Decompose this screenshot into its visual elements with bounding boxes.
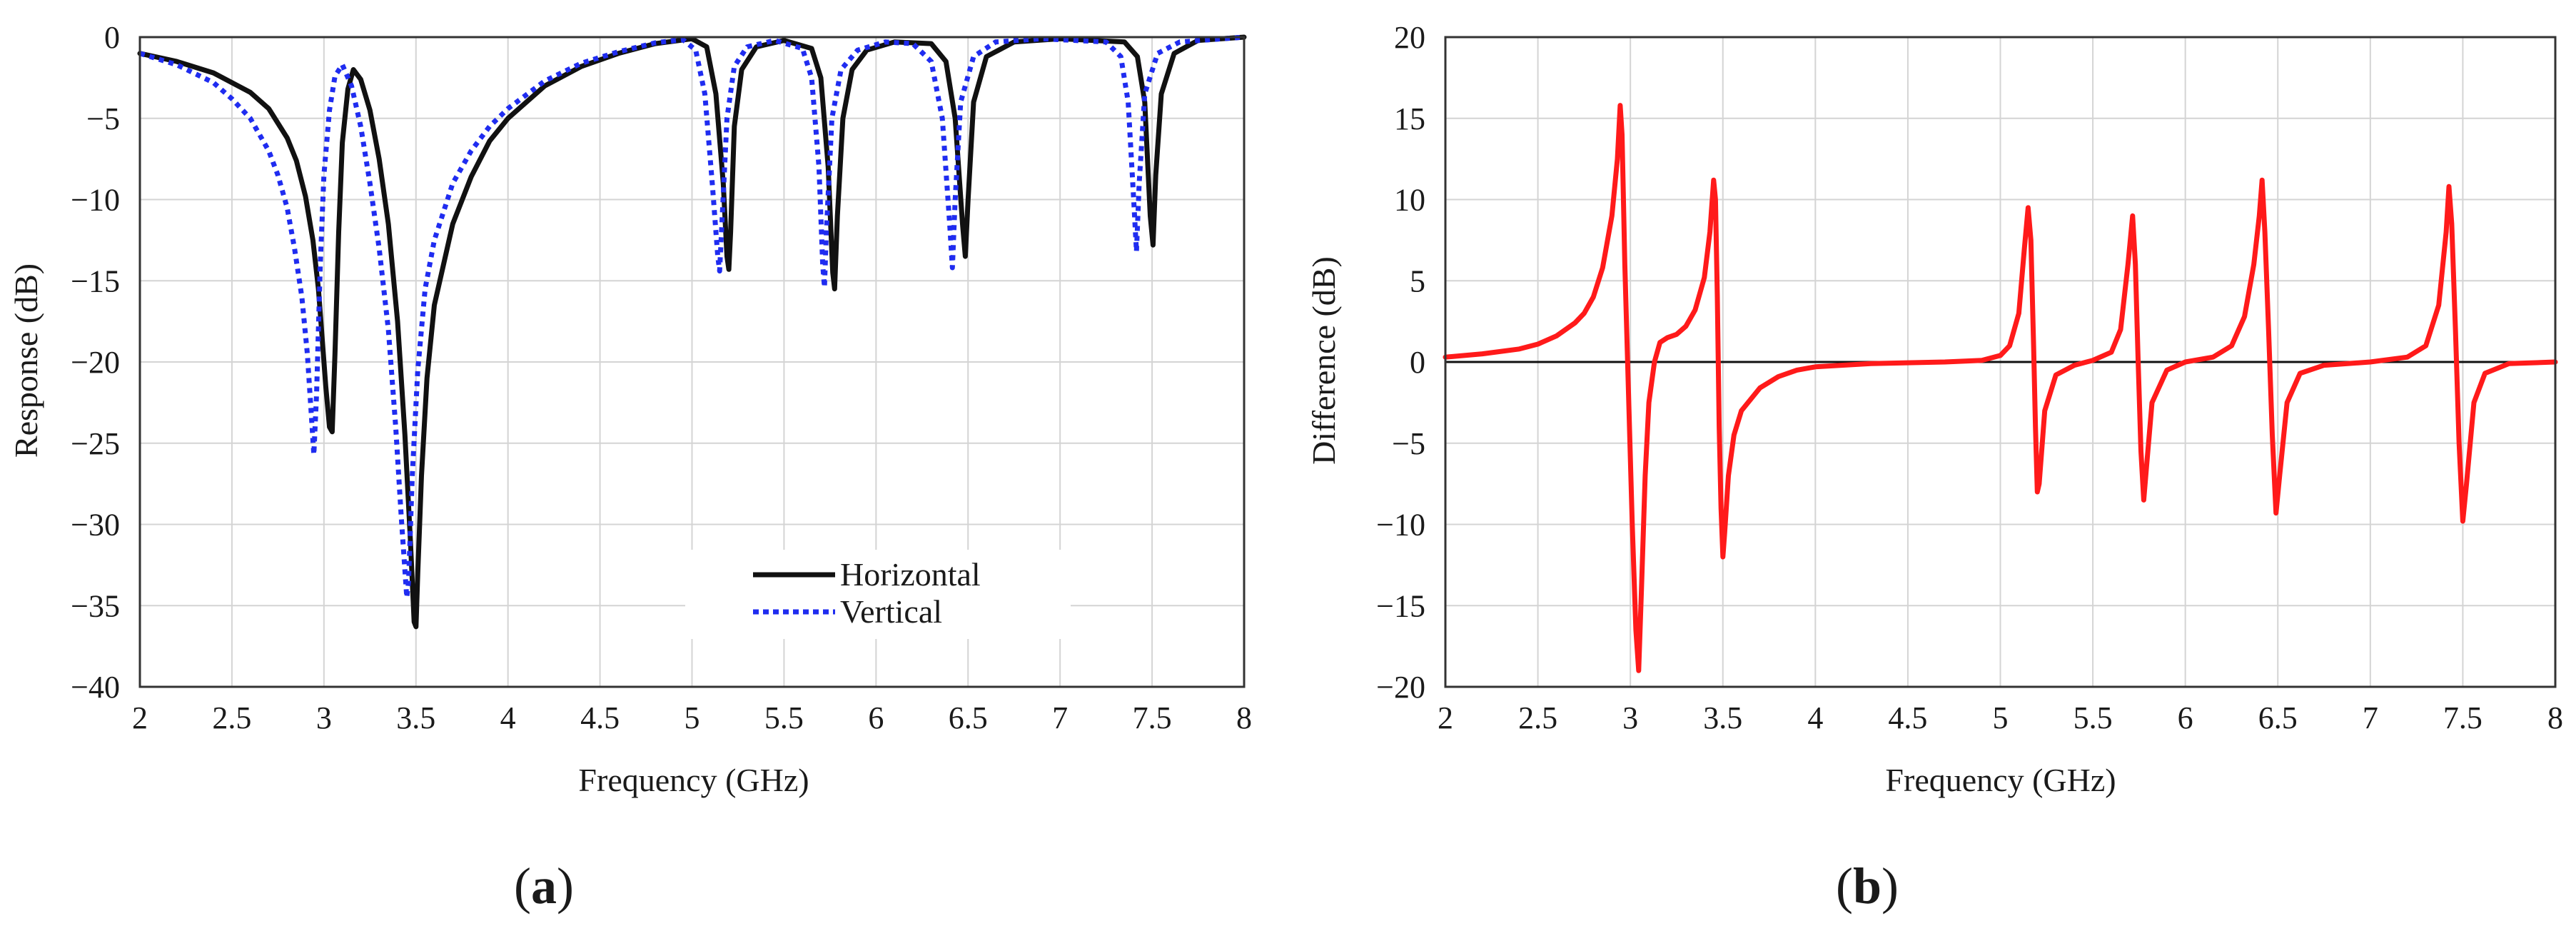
response-x-tick-label: 5.5 [764, 700, 804, 735]
response-chart-ylabel: Response (dB) [8, 263, 44, 458]
response-chart-xlabel: Frequency (GHz) [578, 762, 809, 798]
response-y-tick-label: −40 [71, 670, 120, 705]
difference-chart-ylabel: Difference (dB) [1305, 256, 1342, 465]
response-chart-legend: Horizontal Vertical [685, 550, 1071, 639]
difference-x-tick-label: 2.5 [1518, 700, 1557, 735]
difference-chart-xlabel: Frequency (GHz) [1885, 762, 2116, 798]
response-y-tick-label: −15 [71, 263, 120, 298]
panel-label-b-letter: b [1853, 857, 1882, 915]
response-y-tick-label: −25 [71, 426, 120, 461]
response-x-tick-label: 6 [868, 700, 884, 735]
difference-x-tick-label: 3 [1622, 700, 1638, 735]
difference-y-tick-label: −10 [1376, 508, 1425, 543]
response-x-tick-label: 4.5 [580, 700, 620, 735]
response-series-horizontal [137, 34, 1247, 630]
difference-x-tick-label: 4.5 [1888, 700, 1927, 735]
response-x-tick-label: 7.5 [1133, 700, 1172, 735]
difference-x-tick-label: 2 [1438, 700, 1453, 735]
response-chart-ticks: 2 2.5 3 3.5 4 4.5 5 5.5 6 6.5 7 7.5 8 0 −5 −10 −15 −20 −25… [71, 20, 1252, 735]
response-x-tick-label: 2.5 [212, 700, 251, 735]
panel-label-a-letter: a [531, 857, 557, 915]
difference-chart-ticks: 2 2.5 3 3.5 4 4.5 5 5.5 6 6.5 7 7.5 8 20 15 10 5 0 −5 −10 −1… [1376, 20, 2563, 735]
response-chart: 2 2.5 3 3.5 4 4.5 5 5.5 6 6.5 7 7.5 8 0 −5 −10 −15 −20 −25… [8, 20, 1252, 915]
response-chart-series [137, 34, 1247, 630]
difference-x-tick-label: 7 [2363, 700, 2378, 735]
response-y-tick-label: 0 [104, 20, 120, 55]
difference-y-tick-label: −5 [1392, 426, 1425, 461]
difference-chart: 2 2.5 3 3.5 4 4.5 5 5.5 6 6.5 7 7.5 8 20 15 10 5 0 −5 −10 −1… [1305, 20, 2563, 915]
difference-x-tick-label: 7.5 [2443, 700, 2482, 735]
difference-x-tick-label: 3.5 [1703, 700, 1742, 735]
response-y-tick-label: −10 [71, 183, 120, 218]
response-x-tick-label: 5 [685, 700, 700, 735]
panel-label-a: (a) [514, 857, 574, 915]
difference-y-tick-label: 20 [1394, 20, 1425, 55]
response-y-tick-label: −30 [71, 508, 120, 543]
difference-series-difference [1443, 103, 2558, 673]
difference-y-tick-label: 0 [1410, 345, 1425, 380]
response-x-tick-label: 4 [500, 700, 516, 735]
difference-x-tick-label: 5.5 [2074, 700, 2113, 735]
difference-x-tick-label: 5 [1993, 700, 2009, 735]
difference-x-tick-label: 4 [1807, 700, 1823, 735]
difference-x-tick-label: 6.5 [2258, 700, 2298, 735]
difference-x-tick-label: 6 [2178, 700, 2193, 735]
legend-background [685, 550, 1071, 639]
difference-y-tick-label: −20 [1376, 670, 1425, 705]
difference-y-tick-label: 5 [1410, 263, 1425, 298]
response-y-tick-label: −20 [71, 345, 120, 380]
response-chart-frame [138, 36, 1246, 688]
difference-chart-series [1443, 103, 2558, 673]
response-y-tick-label: −5 [86, 101, 120, 136]
difference-y-tick-label: −15 [1376, 588, 1425, 623]
panel-label-b: (b) [1836, 857, 1899, 915]
difference-x-tick-label: 8 [2547, 700, 2563, 735]
response-x-tick-label: 3.5 [396, 700, 435, 735]
difference-y-tick-label: 15 [1394, 101, 1425, 136]
legend-label-vertical: Vertical [840, 593, 942, 630]
response-x-tick-label: 7 [1052, 700, 1068, 735]
difference-chart-frame [1444, 36, 2557, 688]
response-x-tick-label: 3 [316, 700, 332, 735]
legend-label-horizontal: Horizontal [840, 556, 981, 593]
response-x-tick-label: 6.5 [949, 700, 988, 735]
response-y-tick-label: −35 [71, 588, 120, 623]
response-series-vertical [138, 34, 1245, 600]
response-x-tick-label: 2 [132, 700, 148, 735]
difference-y-tick-label: 10 [1394, 183, 1425, 218]
response-x-tick-label: 8 [1236, 700, 1252, 735]
